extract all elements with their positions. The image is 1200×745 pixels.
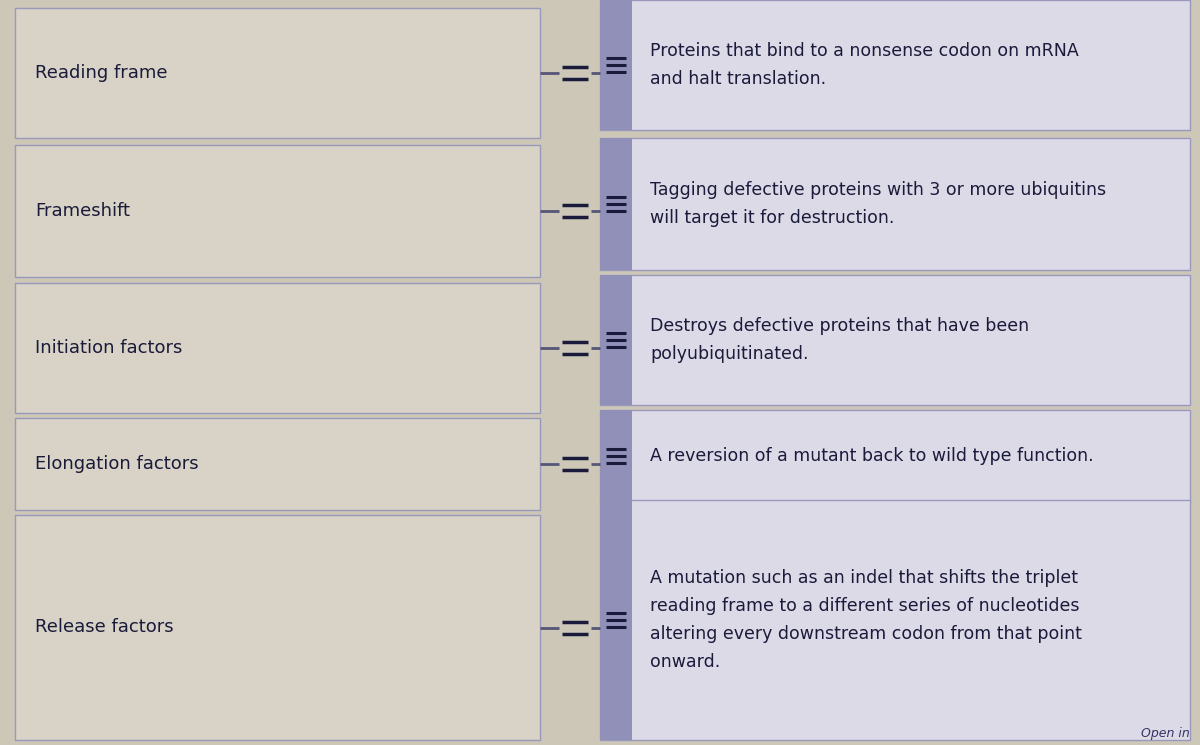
FancyBboxPatch shape (600, 410, 632, 502)
FancyBboxPatch shape (600, 275, 1190, 405)
Text: A reversion of a mutant back to wild type function.: A reversion of a mutant back to wild typ… (650, 447, 1093, 465)
FancyBboxPatch shape (14, 283, 540, 413)
Text: Proteins that bind to a nonsense codon on mRNA
and halt translation.: Proteins that bind to a nonsense codon o… (650, 42, 1079, 88)
Text: Destroys defective proteins that have been
polyubiquitinated.: Destroys defective proteins that have be… (650, 317, 1030, 363)
Text: Open in: Open in (1141, 727, 1190, 740)
FancyBboxPatch shape (600, 410, 1190, 502)
FancyBboxPatch shape (600, 500, 632, 740)
Text: Initiation factors: Initiation factors (35, 339, 182, 357)
Text: Elongation factors: Elongation factors (35, 455, 199, 473)
FancyBboxPatch shape (14, 515, 540, 740)
FancyBboxPatch shape (600, 0, 1190, 130)
FancyBboxPatch shape (600, 138, 1190, 270)
FancyBboxPatch shape (600, 500, 1190, 740)
FancyBboxPatch shape (14, 418, 540, 510)
FancyBboxPatch shape (14, 145, 540, 277)
FancyBboxPatch shape (600, 275, 632, 405)
Text: A mutation such as an indel that shifts the triplet
reading frame to a different: A mutation such as an indel that shifts … (650, 569, 1082, 671)
Text: Frameshift: Frameshift (35, 202, 130, 220)
FancyBboxPatch shape (600, 138, 632, 270)
FancyBboxPatch shape (14, 8, 540, 138)
Text: Tagging defective proteins with 3 or more ubiquitins
will target it for destruct: Tagging defective proteins with 3 or mor… (650, 181, 1106, 227)
Text: Release factors: Release factors (35, 618, 174, 636)
Text: Reading frame: Reading frame (35, 64, 168, 82)
FancyBboxPatch shape (600, 0, 632, 130)
